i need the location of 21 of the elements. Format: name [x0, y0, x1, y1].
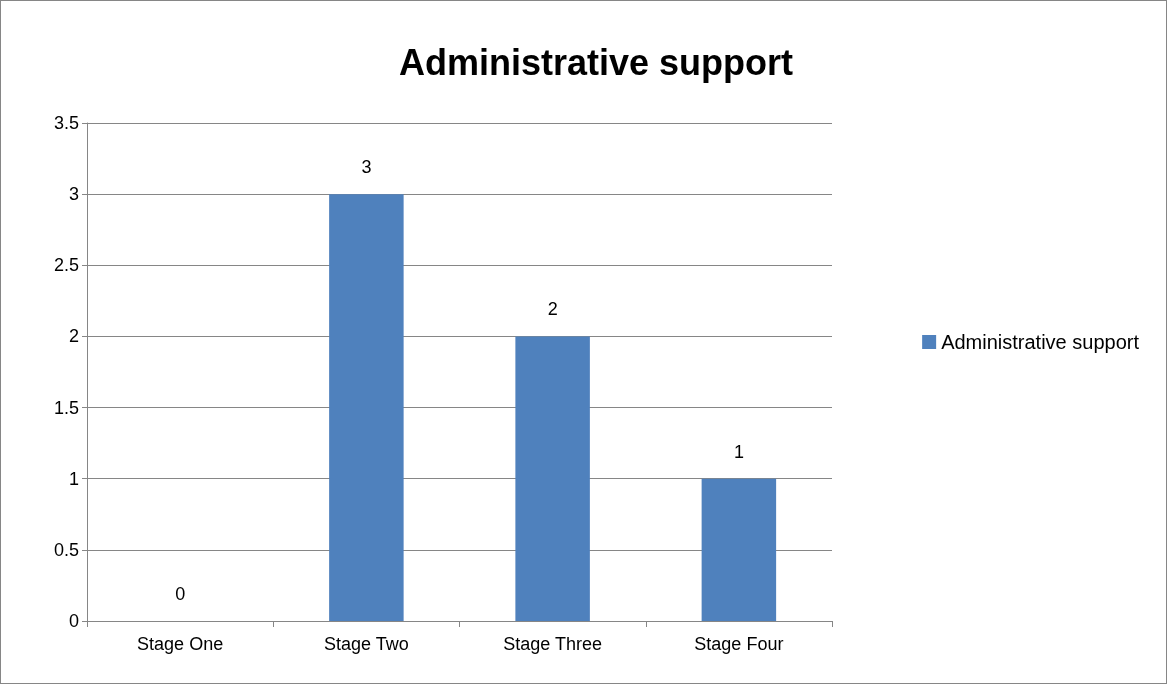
data-label: 3	[361, 157, 372, 178]
x-tick-label: Stage Two	[324, 634, 409, 654]
bar	[515, 336, 590, 621]
y-tick-label: 1	[68, 468, 79, 489]
x-tick-label: Stage Four	[694, 634, 784, 654]
y-tick-label: 0	[68, 611, 79, 631]
y-tick-label: 2	[68, 326, 79, 347]
data-label: 2	[547, 299, 558, 320]
x-tick-label: Stage One	[137, 634, 224, 654]
bar	[329, 194, 404, 621]
bar	[701, 478, 777, 621]
y-tick-label: 0.5	[53, 539, 79, 560]
y-tick-label: 2.5	[53, 255, 79, 276]
y-tick-label: 3	[68, 184, 79, 205]
data-label: 0	[175, 584, 186, 604]
data-label: 1	[733, 441, 744, 462]
legend-label: Administrative support	[941, 331, 1140, 353]
chart-title: Administrative support	[398, 41, 794, 83]
x-tick-label: Stage Three	[503, 634, 602, 654]
y-tick-label: 1.5	[53, 397, 79, 418]
y-tick-label: 3.5	[53, 113, 79, 133]
